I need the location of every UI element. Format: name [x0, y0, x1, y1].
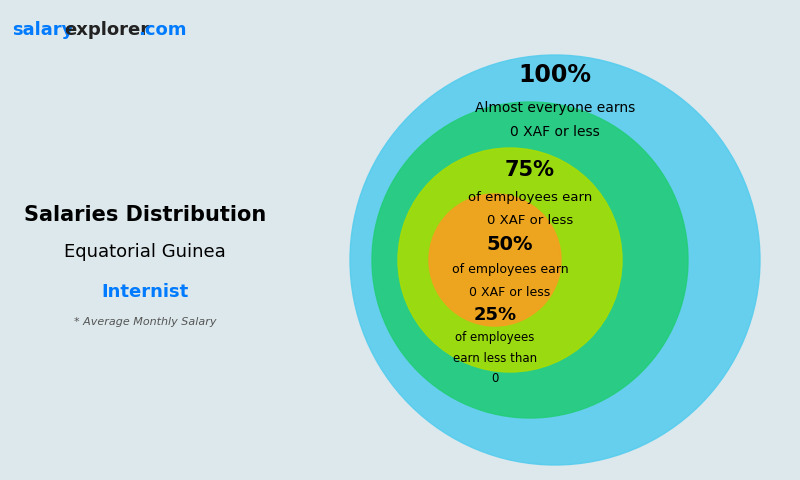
Circle shape [398, 148, 622, 372]
Text: 0 XAF or less: 0 XAF or less [487, 214, 573, 227]
Text: * Average Monthly Salary: * Average Monthly Salary [74, 317, 216, 327]
Text: 50%: 50% [486, 236, 534, 254]
Circle shape [350, 55, 760, 465]
Text: salary: salary [12, 21, 74, 39]
Text: 25%: 25% [474, 306, 517, 324]
Text: Internist: Internist [102, 283, 189, 301]
Text: of employees: of employees [455, 332, 534, 345]
Text: 100%: 100% [518, 63, 591, 87]
Text: 0 XAF or less: 0 XAF or less [470, 286, 550, 299]
Text: explorer: explorer [64, 21, 149, 39]
Text: .com: .com [138, 21, 186, 39]
Text: 75%: 75% [505, 160, 555, 180]
Text: 0 XAF or less: 0 XAF or less [510, 125, 600, 139]
Text: 0: 0 [491, 372, 498, 384]
Text: Equatorial Guinea: Equatorial Guinea [64, 243, 226, 261]
Text: of employees earn: of employees earn [468, 192, 592, 204]
Circle shape [429, 194, 561, 326]
Text: earn less than: earn less than [453, 351, 537, 364]
Text: of employees earn: of employees earn [452, 264, 568, 276]
Circle shape [372, 102, 688, 418]
Text: Salaries Distribution: Salaries Distribution [24, 205, 266, 225]
Text: Almost everyone earns: Almost everyone earns [475, 101, 635, 115]
